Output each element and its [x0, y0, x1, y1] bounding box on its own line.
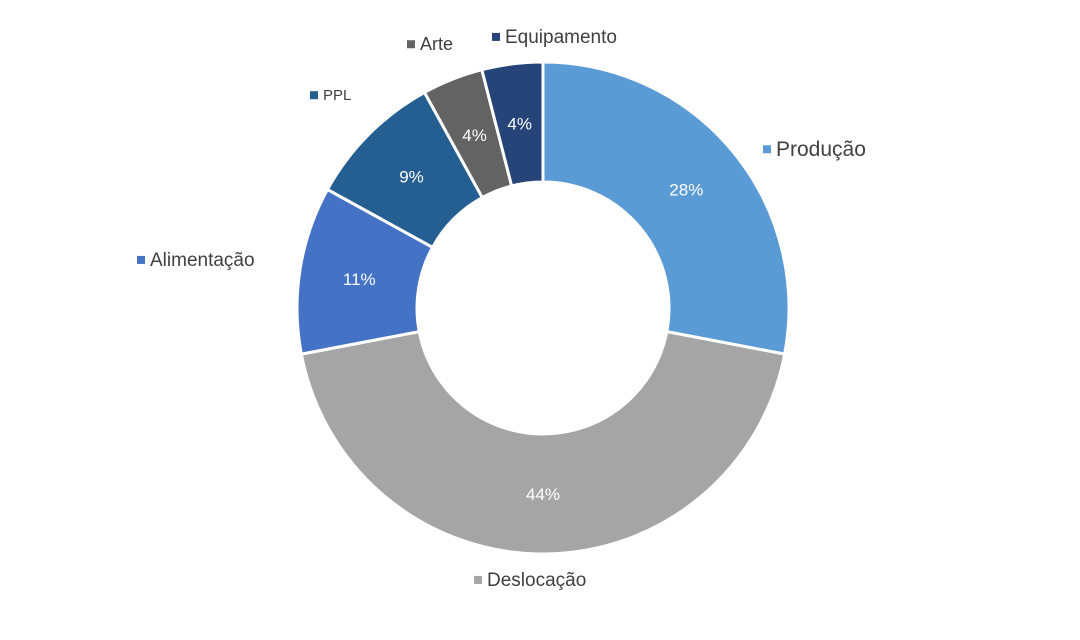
data-label-alimentacao: 11% [343, 270, 376, 289]
legend-item-equipamento: Equipamento [492, 27, 617, 48]
legend-label-ppl: PPL [323, 87, 351, 104]
data-label-ppl: 9% [399, 167, 424, 186]
legend-item-deslocacao: Deslocação [474, 570, 586, 591]
legend-item-arte: Arte [407, 34, 453, 54]
slice-deslocacao [299, 329, 787, 556]
data-labels-layer: 28% 44% 11% 9% 4% 4% [343, 114, 703, 504]
data-label-equipamento: 4% [507, 114, 532, 133]
legend-label-arte: Arte [420, 34, 453, 54]
legend-layer: Produção Deslocação Alimentação PPL Arte Equi… [137, 27, 866, 591]
data-label-deslocacao: 44% [526, 485, 560, 504]
legend-marker-ppl [310, 91, 318, 100]
legend-marker-equipamento [492, 32, 500, 41]
slice-producao [541, 60, 791, 356]
legend-marker-arte [407, 40, 415, 49]
data-label-producao: 28% [669, 180, 703, 199]
legend-label-equipamento: Equipamento [505, 27, 617, 48]
legend-item-ppl: PPL [310, 87, 351, 104]
legend-item-producao: Produção [763, 138, 866, 161]
legend-label-producao: Produção [776, 138, 866, 161]
slice-equipamento [479, 60, 545, 188]
legend-label-deslocacao: Deslocação [487, 570, 586, 591]
data-label-arte: 4% [462, 126, 487, 145]
legend-marker-alimentacao [137, 255, 145, 264]
slices-layer [295, 60, 791, 556]
legend-item-alimentacao: Alimentação [137, 250, 255, 271]
legend-marker-deslocacao [474, 575, 482, 584]
legend-label-alimentacao: Alimentação [150, 250, 255, 271]
legend-marker-producao [763, 145, 771, 154]
